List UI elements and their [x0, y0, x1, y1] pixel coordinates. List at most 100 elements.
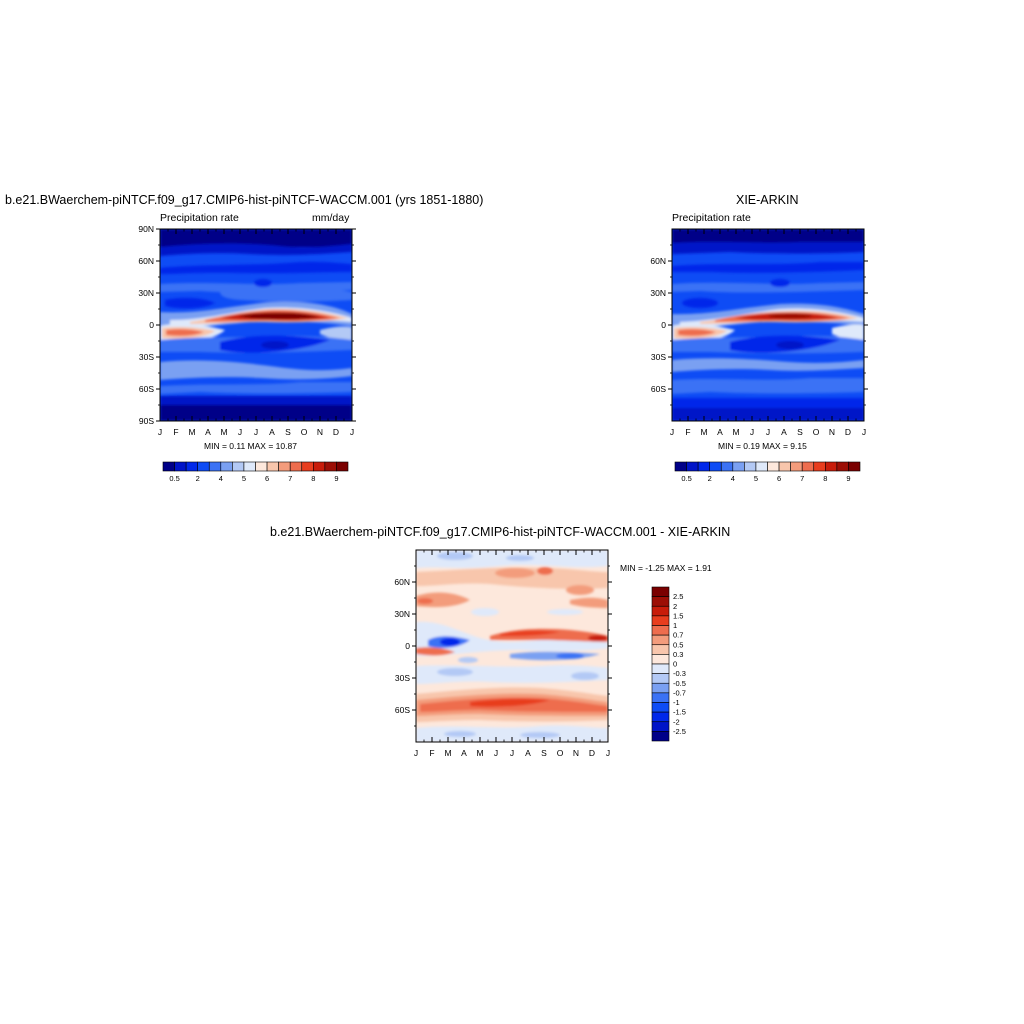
model-ytick-label: 60N — [138, 256, 154, 266]
obs-panel-title: XIE-ARKIN — [736, 193, 799, 207]
model-colorbar-box — [324, 461, 337, 472]
model-colorbar-box — [289, 461, 303, 472]
diff-colorbar-label: 1 — [673, 621, 677, 630]
model-xtick-label: S — [285, 427, 291, 437]
obs-colorbar-box — [813, 461, 826, 472]
diff-colorbar-label: 2.5 — [673, 592, 683, 601]
model-left-label: Precipitation rate — [160, 212, 239, 224]
diff-colorbar-box — [651, 605, 670, 617]
diff-colorbar-box — [651, 702, 670, 713]
model-colorbar: 0.5 2 4 5 6 7 8 9 — [162, 461, 349, 483]
diff-colorbar-label: 0 — [673, 660, 677, 669]
obs-colorbar-label: 0.5 — [681, 474, 691, 483]
diff-ytick-label: 60S — [395, 705, 410, 715]
model-colorbar-label: 8 — [311, 474, 315, 483]
obs-ytick-label: 0 — [661, 320, 666, 330]
obs-heatmap — [672, 229, 864, 421]
diff-n-pos-2 — [495, 568, 535, 578]
diff-colorbar-label: 0.7 — [673, 631, 683, 640]
obs-colorbar-box — [848, 461, 861, 472]
diff-colorbar-label: 2 — [673, 602, 677, 611]
diff-s-blue-3 — [571, 672, 599, 680]
model-s-dry-core-2 — [261, 341, 289, 349]
diff-colorbar-label: 0.5 — [673, 640, 683, 649]
diff-xtick-label: M — [476, 748, 483, 758]
obs-sh-itcz-orange — [678, 328, 716, 336]
diff-eq-red-left — [416, 647, 455, 656]
diff-np-blue-2 — [437, 552, 473, 560]
diff-colorbar-box — [651, 682, 670, 694]
model-sh-light-right — [320, 326, 352, 342]
diff-colorbar-box — [651, 663, 670, 674]
model-sh-itcz-orange — [166, 328, 204, 336]
obs-s-light — [672, 358, 864, 372]
model-ytick-label: 90N — [138, 224, 154, 234]
diff-xtick-label: O — [557, 748, 564, 758]
diff-n-pos-right — [570, 597, 608, 608]
obs-colorbar-label: 8 — [823, 474, 827, 483]
model-units-label: mm/day — [312, 212, 350, 224]
obs-colorbar-label: 2 — [708, 474, 712, 483]
diff-s-blue-2 — [437, 668, 473, 676]
obs-n-mid-1 — [672, 262, 864, 273]
diff-xtick-label: J — [606, 748, 610, 758]
obs-colorbar-box — [709, 461, 722, 472]
obs-colorbar-box — [697, 461, 710, 472]
model-xtick-label: D — [333, 427, 339, 437]
model-colorbar-box — [197, 461, 210, 472]
diff-xtick-label: F — [429, 748, 434, 758]
obs-xtick-label: M — [700, 427, 707, 437]
obs-ytick-label: 60S — [651, 384, 666, 394]
diff-sp-blue-3 — [520, 732, 560, 738]
model-xtick-label: J — [238, 427, 242, 437]
model-colorbar-label: 6 — [265, 474, 269, 483]
model-colorbar-label: 9 — [334, 474, 338, 483]
obs-colorbar-box — [778, 461, 791, 472]
model-panel-title: b.e21.BWaerchem-piNTCF.f09_g17.CMIP6-his… — [5, 193, 484, 207]
obs-colorbar-box — [825, 461, 838, 472]
obs-xtick-label: M — [732, 427, 739, 437]
model-xtick-label: N — [317, 427, 323, 437]
obs-colorbar: 0.5 2 4 5 6 7 8 9 — [674, 461, 861, 483]
diff-colorbar-label: -0.5 — [673, 679, 686, 688]
diff-ytick-label: 30N — [394, 609, 410, 619]
obs-ytick-label: 30N — [650, 288, 666, 298]
obs-ytick-label: 60N — [650, 256, 666, 266]
diff-heatmap — [416, 550, 608, 742]
model-np-band-2 — [160, 243, 352, 256]
diff-xtick-label: A — [461, 748, 467, 758]
obs-n-dry-2 — [770, 279, 790, 287]
model-xtick-label: A — [269, 427, 275, 437]
model-colorbar-label: 5 — [242, 474, 246, 483]
model-n-wet — [220, 290, 352, 302]
obs-colorbar-label: 5 — [754, 474, 758, 483]
model-ytick-label: 30N — [138, 288, 154, 298]
diff-colorbar-box — [651, 615, 670, 626]
diff-eq-blue-core — [440, 638, 460, 646]
model-minmax: MIN = 0.11 MAX = 10.87 — [204, 441, 297, 451]
diff-n-pos-left-2 — [417, 598, 433, 604]
model-xtick-label: F — [173, 427, 178, 437]
diff-ytick-label: 0 — [405, 641, 410, 651]
diff-minmax: MIN = -1.25 MAX = 1.91 — [620, 563, 712, 573]
model-ytick-label: 0 — [149, 320, 154, 330]
model-colorbar-box — [301, 461, 314, 472]
obs-np-band-2 — [672, 241, 864, 254]
diff-xtick-label: S — [541, 748, 547, 758]
model-xtick-label: J — [254, 427, 258, 437]
obs-colorbar-label: 6 — [777, 474, 781, 483]
obs-minmax: MIN = 0.19 MAX = 9.15 — [718, 441, 807, 451]
model-colorbar-box — [208, 461, 222, 472]
diff-ytick-label: 60N — [394, 577, 410, 587]
model-xtick-label: M — [220, 427, 227, 437]
obs-xtick-label: N — [829, 427, 835, 437]
diff-n-pos-4 — [566, 585, 594, 595]
diff-colorbar-label: -0.3 — [673, 669, 686, 678]
model-colorbar-label: 0.5 — [169, 474, 179, 483]
model-colorbar-box — [336, 461, 349, 472]
obs-colorbar-box — [686, 461, 699, 472]
model-colorbar-label: 4 — [219, 474, 223, 483]
diff-colorbar-box — [651, 654, 670, 665]
